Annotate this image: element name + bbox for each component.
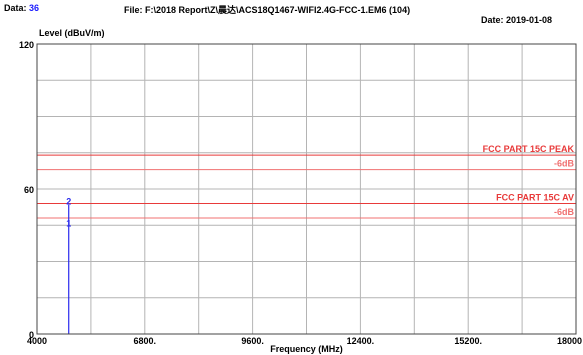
measurement-trace: 21 [66,197,71,334]
x-tick-label: 18000 [557,336,582,346]
y-tick-label: 120 [19,40,34,50]
date-label: Date: 2019-01-08 [481,15,553,25]
file-path: File: F:\2018 Report\Z\晨达\ACS18Q1467-WIF… [124,5,411,15]
data-label: Data: [4,3,27,13]
data-value: 36 [29,3,40,13]
limit-lines: FCC PART 15C PEAK -6dB FCC PART 15C AV -6dB [37,144,576,219]
chart-grid [37,44,576,334]
marker-label: 1 [66,218,71,228]
data-label-group: Data: 36 [4,3,39,13]
x-tick-label: 9600. [241,336,264,346]
axis-labels: 0 60 120 4000 6800. 9600. 12400. 15200. 18000 Lev… [19,28,582,354]
y-tick-label: 60 [24,185,34,195]
limit-line-label: -6dB [554,207,575,217]
x-tick-label: 6800. [134,336,157,346]
marker-label: 2 [66,197,71,207]
x-tick-label: 15200. [454,336,482,346]
x-tick-label: 4000 [27,336,47,346]
x-axis-label: Frequency (MHz) [270,344,343,354]
limit-line-label: -6dB [554,159,575,169]
x-tick-label: 12400. [347,336,375,346]
plot-frame [36,43,577,335]
y-axis-label: Level (dBuV/m) [39,28,105,38]
limit-line-label: FCC PART 15C PEAK [483,144,575,154]
y-tick-label: 0 [29,330,34,340]
limit-line-label: FCC PART 15C AV [496,193,574,203]
